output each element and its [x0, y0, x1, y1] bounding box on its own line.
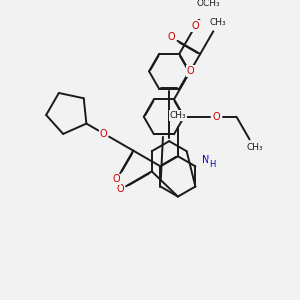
Text: O: O [100, 128, 107, 139]
Text: CH₃: CH₃ [210, 18, 226, 27]
Text: CH₃: CH₃ [246, 143, 263, 152]
Text: O: O [113, 174, 121, 184]
Text: O: O [117, 184, 124, 194]
Text: O: O [187, 66, 194, 76]
Text: N: N [202, 155, 210, 165]
Text: H: H [209, 160, 215, 169]
Text: O: O [192, 21, 199, 31]
Text: O: O [213, 112, 220, 122]
Text: O: O [168, 32, 175, 42]
Text: OCH₃: OCH₃ [197, 0, 220, 8]
Text: CH₃: CH₃ [169, 111, 186, 120]
